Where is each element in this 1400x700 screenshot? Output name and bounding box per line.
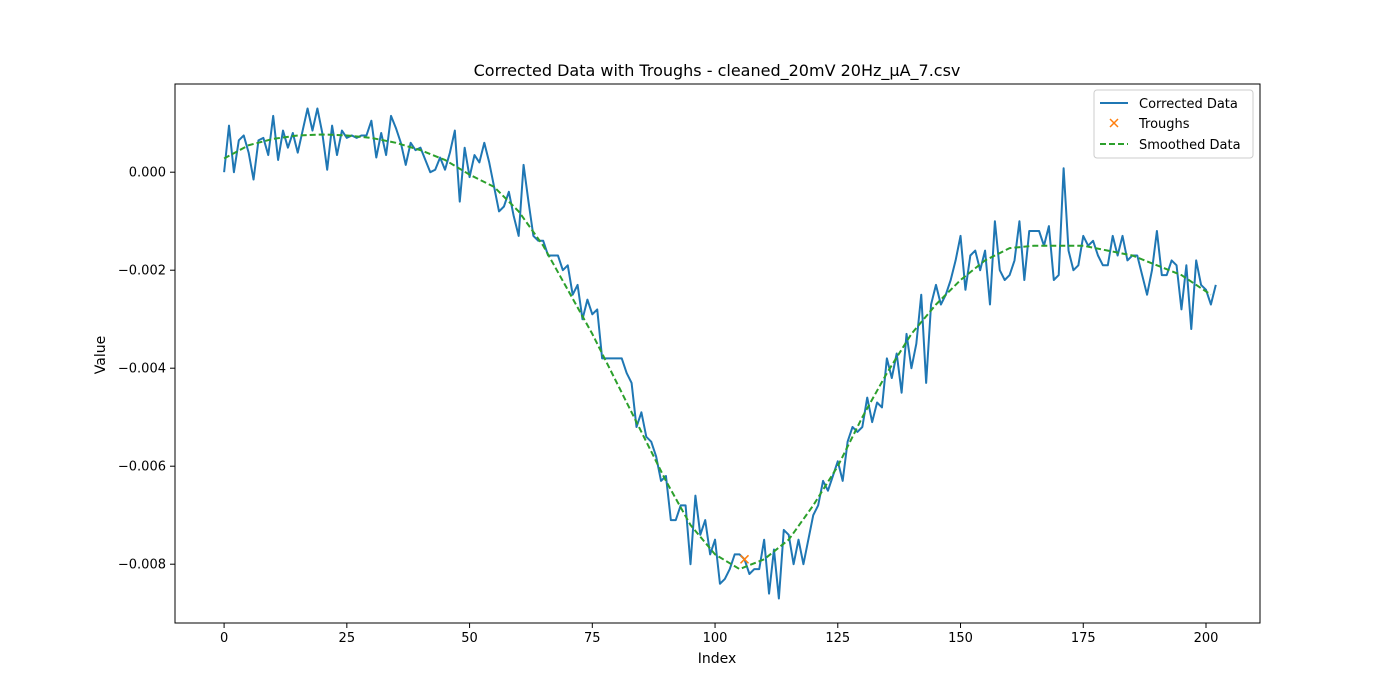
legend-label-smoothed-data: Smoothed Data xyxy=(1139,138,1241,153)
legend-swatch-troughs xyxy=(1109,118,1119,128)
x-tick-label: 200 xyxy=(1194,631,1219,646)
x-tick-label: 50 xyxy=(461,631,478,646)
x-tick-label: 75 xyxy=(584,631,601,646)
y-tick-label: −0.006 xyxy=(118,460,166,475)
x-axis-title: Index xyxy=(698,651,737,667)
y-tick-label: −0.004 xyxy=(118,362,166,377)
series-line-smoothed-data xyxy=(223,133,1212,571)
series-layer xyxy=(223,107,1217,600)
x-tick-label: 0 xyxy=(220,631,228,646)
plot-frame xyxy=(174,83,1261,624)
x-tick-label: 25 xyxy=(339,631,356,646)
legend-frame xyxy=(1093,89,1254,159)
series-line-corrected-data xyxy=(223,107,1217,600)
y-tick-label: −0.002 xyxy=(118,264,166,279)
y-tick-label: 0.000 xyxy=(129,166,166,181)
chart-title: Corrected Data with Troughs - cleaned_20… xyxy=(474,61,961,81)
y-axis: 0.000 −0.002 −0.004 −0.006 −0.008 xyxy=(118,166,175,573)
y-axis-title: Value xyxy=(93,336,109,374)
x-axis: 0 25 50 75 100 125 150 175 200 xyxy=(220,623,1218,646)
x-tick-label: 150 xyxy=(948,631,973,646)
x-tick-label: 125 xyxy=(825,631,850,646)
x-tick-label: 100 xyxy=(703,631,728,646)
legend: Corrected Data Troughs Smoothed Data xyxy=(1093,89,1254,159)
trough-marker xyxy=(739,554,750,564)
y-tick-label: −0.008 xyxy=(118,558,166,573)
legend-label-corrected-data: Corrected Data xyxy=(1139,97,1238,112)
x-tick-label: 175 xyxy=(1071,631,1096,646)
legend-label-troughs: Troughs xyxy=(1138,117,1190,132)
